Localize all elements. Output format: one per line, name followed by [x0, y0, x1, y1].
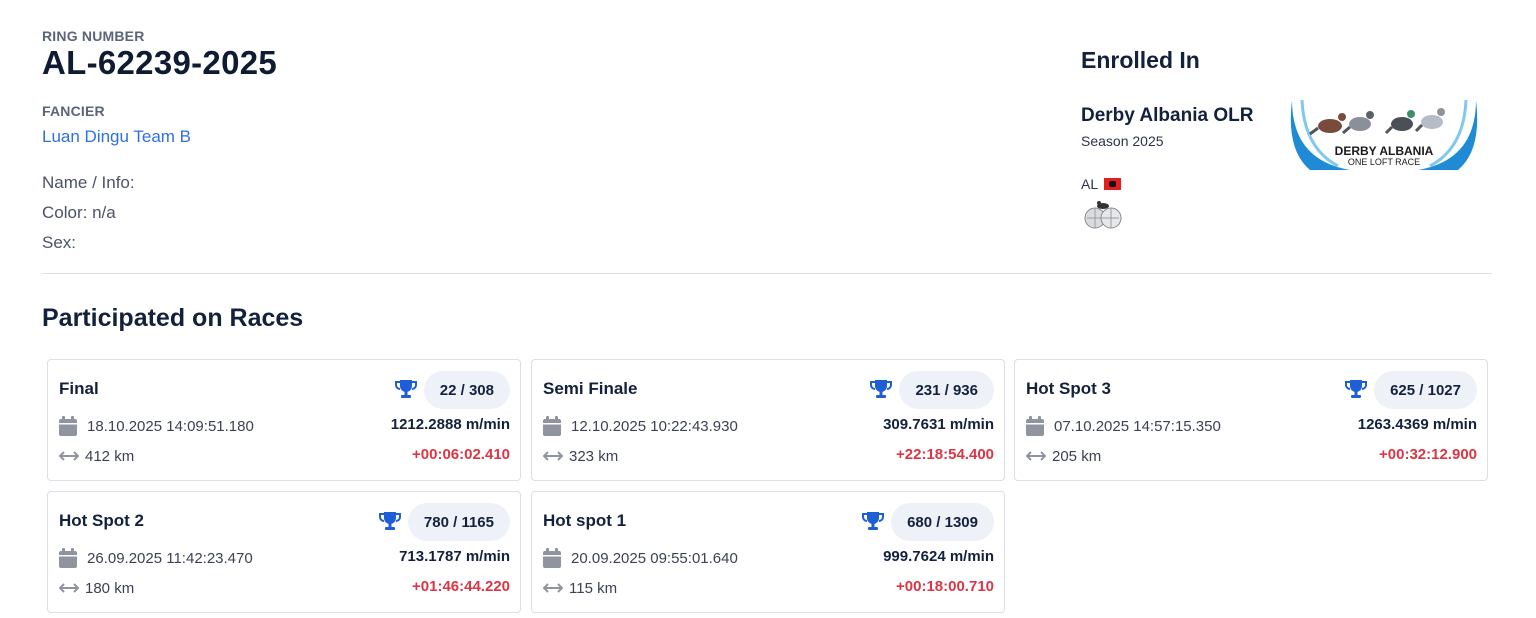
time-difference: +00:32:12.900 [1379, 446, 1477, 463]
trophy-icon [379, 512, 401, 530]
race-speed: 1212.2888 m/min [390, 416, 510, 433]
country-code: AL [1081, 176, 1099, 192]
enrolled-season: Season 2025 [1081, 133, 1164, 149]
calendar-icon [59, 416, 77, 436]
race-date: 07.10.2025 14:57:15.350 [1054, 418, 1221, 435]
distance-arrows-icon [59, 583, 79, 593]
calendar-icon [59, 548, 77, 568]
race-distance: 205 km [1052, 448, 1102, 465]
ring-number-label: RING NUMBER [42, 28, 145, 44]
race-logo-title: DERBY ALBANIA [1335, 144, 1434, 158]
race-distance: 115 km [569, 580, 618, 597]
info-sex: Sex: [42, 233, 77, 252]
calendar-icon [543, 548, 561, 568]
race-date: 12.10.2025 10:22:43.930 [571, 418, 738, 435]
rank-badge: 680 / 1309 [891, 503, 994, 541]
race-speed: 1263.4369 m/min [1357, 416, 1477, 433]
race-speed: 713.1787 m/min [399, 548, 510, 565]
race-date: 18.10.2025 14:09:51.180 [87, 418, 254, 435]
race-card[interactable]: Hot Spot 3 625 / 1027 07.10.2025 14:57:1… [1014, 359, 1488, 481]
divider [42, 273, 1492, 274]
pigeon-icon [1309, 113, 1346, 136]
enrolled-race-name[interactable]: Derby Albania OLR [1081, 105, 1254, 126]
race-speed: 999.7624 m/min [883, 548, 994, 565]
info-name: Name / Info: [42, 173, 135, 192]
rank-badge: 625 / 1027 [1374, 371, 1477, 409]
trophy-icon [870, 380, 892, 398]
race-distance: 412 km [85, 448, 135, 465]
distance-arrows-icon [543, 583, 563, 593]
country-row: AL [1081, 176, 1122, 192]
rank-badge: 780 / 1165 [407, 503, 510, 541]
trophy-icon [862, 512, 884, 530]
time-difference: +00:06:02.410 [412, 446, 510, 463]
race-distance: 323 km [569, 448, 619, 465]
race-logo: DERBY ALBANIA ONE LOFT RACE [1290, 100, 1478, 170]
race-name[interactable]: Final [59, 379, 99, 398]
calendar-icon [543, 416, 561, 436]
race-date: 20.09.2025 09:55:01.640 [571, 550, 738, 567]
calendar-icon [1026, 416, 1044, 436]
fancier-label: FANCIER [42, 103, 105, 119]
trophy-icon [1345, 380, 1367, 398]
race-logo-subtitle: ONE LOFT RACE [1348, 157, 1420, 167]
enrolled-title: Enrolled In [1081, 47, 1200, 73]
pigeon-icon [1414, 108, 1445, 133]
race-name[interactable]: Semi Finale [543, 379, 638, 398]
race-card[interactable]: Hot spot 1 680 / 1309 20.09.2025 09:55:0… [531, 491, 1005, 613]
time-difference: +01:46:44.220 [412, 578, 510, 595]
trophy-icon [395, 380, 417, 398]
distance-arrows-icon [1026, 451, 1046, 461]
race-card[interactable]: Semi Finale 231 / 936 12.10.2025 10:22:4… [531, 359, 1005, 481]
ring-number: AL-62239-2025 [42, 44, 278, 81]
race-distance: 180 km [85, 580, 135, 597]
race-speed: 309.7631 m/min [883, 416, 994, 433]
albania-flag-icon [1104, 178, 1122, 190]
rank-badge: 22 / 308 [423, 371, 510, 409]
distance-arrows-icon [543, 451, 563, 461]
race-name[interactable]: Hot Spot 3 [1026, 379, 1111, 398]
rank-badge: 231 / 936 [899, 371, 994, 409]
races-title: Participated on Races [42, 304, 304, 332]
info-color: Color: n/a [42, 203, 116, 222]
fancier-link[interactable]: Luan Dingu Team B [42, 127, 192, 146]
race-name[interactable]: Hot Spot 2 [59, 511, 144, 530]
time-difference: +22:18:54.400 [896, 446, 994, 463]
race-card[interactable]: Hot Spot 2 780 / 1165 26.09.2025 11:42:2… [47, 491, 521, 613]
distance-arrows-icon [59, 451, 79, 461]
race-date: 26.09.2025 11:42:23.470 [87, 550, 253, 567]
race-card[interactable]: Final 22 / 308 18.10.2025 14:09:51.180 1… [47, 359, 521, 481]
pigeon-icon [1342, 111, 1374, 135]
race-name[interactable]: Hot spot 1 [543, 511, 627, 530]
club-logo-icon [1084, 201, 1122, 229]
time-difference: +00:18:00.710 [896, 578, 994, 595]
pigeon-icon [1384, 110, 1415, 135]
